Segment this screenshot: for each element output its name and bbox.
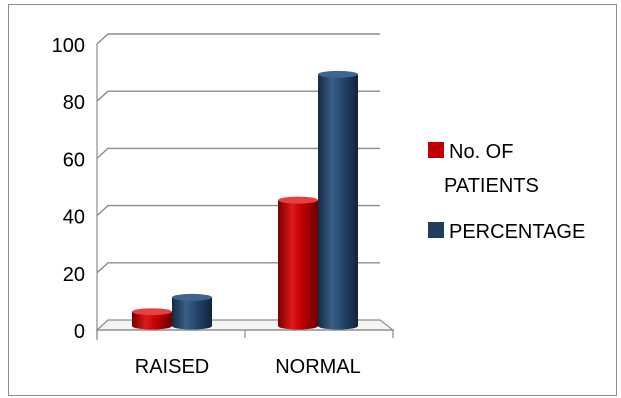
bar-body: [278, 200, 318, 330]
y-tick-label: 40: [63, 207, 85, 229]
bar: [172, 293, 212, 330]
y-tick-label: 0: [74, 321, 85, 343]
gridline: [96, 33, 380, 45]
bar-body: [318, 74, 358, 330]
legend-swatch: [428, 222, 444, 238]
x-tick-label: RAISED: [135, 356, 209, 378]
bar: [278, 196, 318, 330]
bar: [132, 308, 172, 330]
gridline: [96, 90, 380, 102]
bar-top: [172, 293, 212, 301]
bar-top: [278, 196, 318, 204]
legend-label: PATIENTS: [444, 175, 539, 197]
y-tick-label: 100: [52, 35, 85, 57]
bars: [132, 70, 358, 330]
y-tick-label: 80: [63, 92, 85, 114]
legend-label: No. OF: [449, 141, 513, 163]
legend-swatch: [428, 142, 444, 158]
bar-top: [318, 70, 358, 78]
legend: No. OF PATIENTS PERCENTAGE: [428, 141, 585, 243]
legend-item: PERCENTAGE: [428, 221, 585, 243]
x-tick-label: NORMAL: [275, 356, 361, 378]
bar-body: [172, 297, 212, 330]
legend-item: No. OF PATIENTS: [428, 141, 539, 197]
bar-body: [132, 311, 172, 330]
axis-labels: 0 20 40 60 80 100 RAISED NORMAL: [52, 35, 361, 378]
gridline: [96, 147, 380, 159]
bar: [318, 70, 358, 330]
legend-label: PERCENTAGE: [449, 221, 585, 243]
y-tick-label: 60: [63, 149, 85, 171]
y-tick-label: 20: [63, 264, 85, 286]
bar-top: [132, 308, 172, 316]
